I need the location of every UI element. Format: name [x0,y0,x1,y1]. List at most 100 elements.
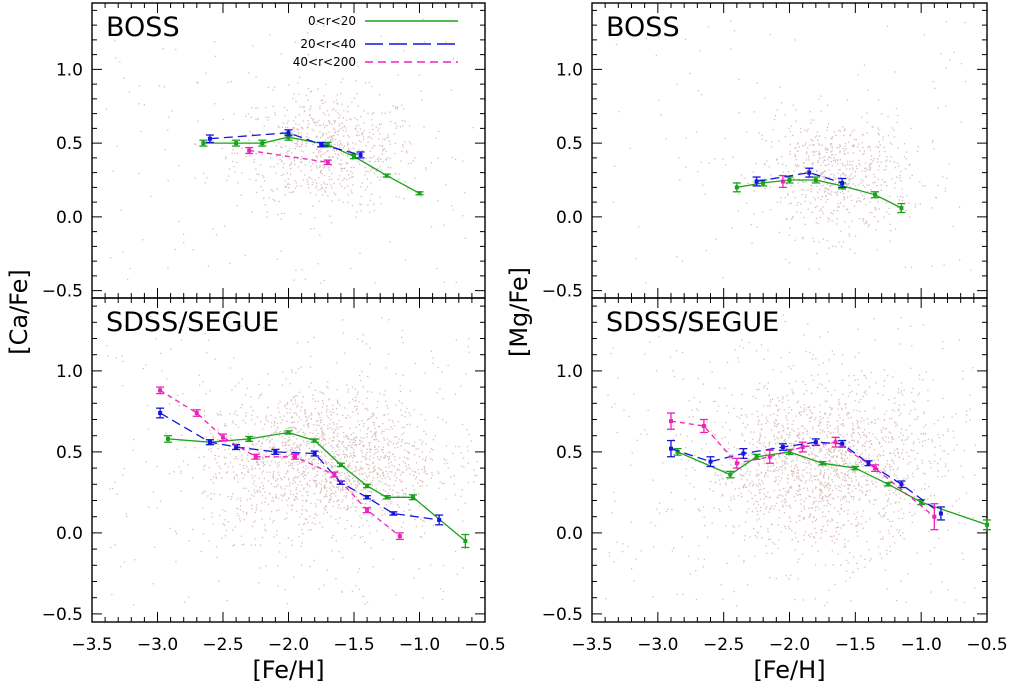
background-star [292,494,295,496]
background-star [438,487,440,489]
background-star [862,153,864,155]
background-star [293,160,296,162]
background-star [295,142,297,145]
background-star [323,444,325,447]
background-star [756,226,758,228]
background-star [421,480,423,482]
background-star [235,456,237,458]
background-star [896,121,898,124]
background-star [443,482,445,485]
background-star [876,249,878,251]
background-star [342,78,344,80]
background-star [402,471,404,474]
background-star [847,182,849,185]
background-star [208,540,210,542]
background-star [334,153,336,155]
background-star [807,128,809,130]
background-star [774,425,776,427]
background-star [685,447,687,449]
background-star [293,120,295,122]
background-star [344,456,346,458]
background-star [294,402,297,404]
background-star [792,104,794,106]
background-star [883,474,885,476]
background-star [293,127,295,129]
background-star [898,436,900,438]
background-star [362,403,364,405]
background-star [273,447,275,449]
background-star [814,520,817,522]
background-star [270,189,273,191]
background-star [328,167,330,169]
background-star [308,115,311,117]
background-star [370,138,373,140]
background-star [391,419,393,422]
background-star [761,138,763,140]
background-star [300,419,302,421]
background-star [461,489,463,491]
background-star [311,119,314,121]
background-star [311,449,313,451]
background-star [786,394,788,397]
background-star [801,425,803,427]
background-star [335,149,338,151]
background-star [327,381,329,383]
background-star [307,183,309,186]
background-star [390,120,392,123]
background-star [788,203,791,205]
background-star [331,135,333,138]
background-star [292,479,295,481]
background-star [869,162,871,165]
background-star [865,494,868,496]
background-star [216,412,218,415]
background-star [394,475,396,477]
background-star [422,18,424,20]
background-star [225,156,227,158]
background-star [264,180,266,182]
background-star [259,491,261,493]
background-star [251,468,254,470]
background-star [304,477,306,480]
background-star [356,393,359,396]
background-star [775,419,777,421]
background-star [843,196,845,198]
background-star [249,130,251,133]
background-star [394,456,396,458]
background-star [360,116,362,118]
background-star [260,445,262,447]
background-star [836,159,839,161]
background-star [278,126,280,129]
background-star [421,443,423,445]
background-star [211,516,213,518]
background-star [380,469,383,471]
background-star [893,492,895,494]
background-star [334,121,336,124]
background-star [314,466,316,468]
background-star [798,478,800,480]
background-star [857,425,859,428]
background-star [337,454,339,457]
background-star [301,495,303,497]
series-line [203,136,420,194]
background-star [265,451,267,453]
background-star [327,195,329,197]
background-star [265,417,267,419]
background-star [793,430,795,432]
background-star [932,140,934,142]
background-star [826,521,828,523]
background-star [284,186,286,188]
background-star [902,458,904,460]
background-star [714,434,716,436]
background-star [277,585,279,587]
background-star [900,180,902,182]
background-star [316,157,318,159]
background-star [278,431,280,433]
background-star [808,516,810,518]
background-star [310,107,312,109]
background-star [413,445,415,447]
background-star [258,397,260,399]
background-star [827,499,829,501]
background-star [320,155,322,158]
background-star [298,536,300,538]
